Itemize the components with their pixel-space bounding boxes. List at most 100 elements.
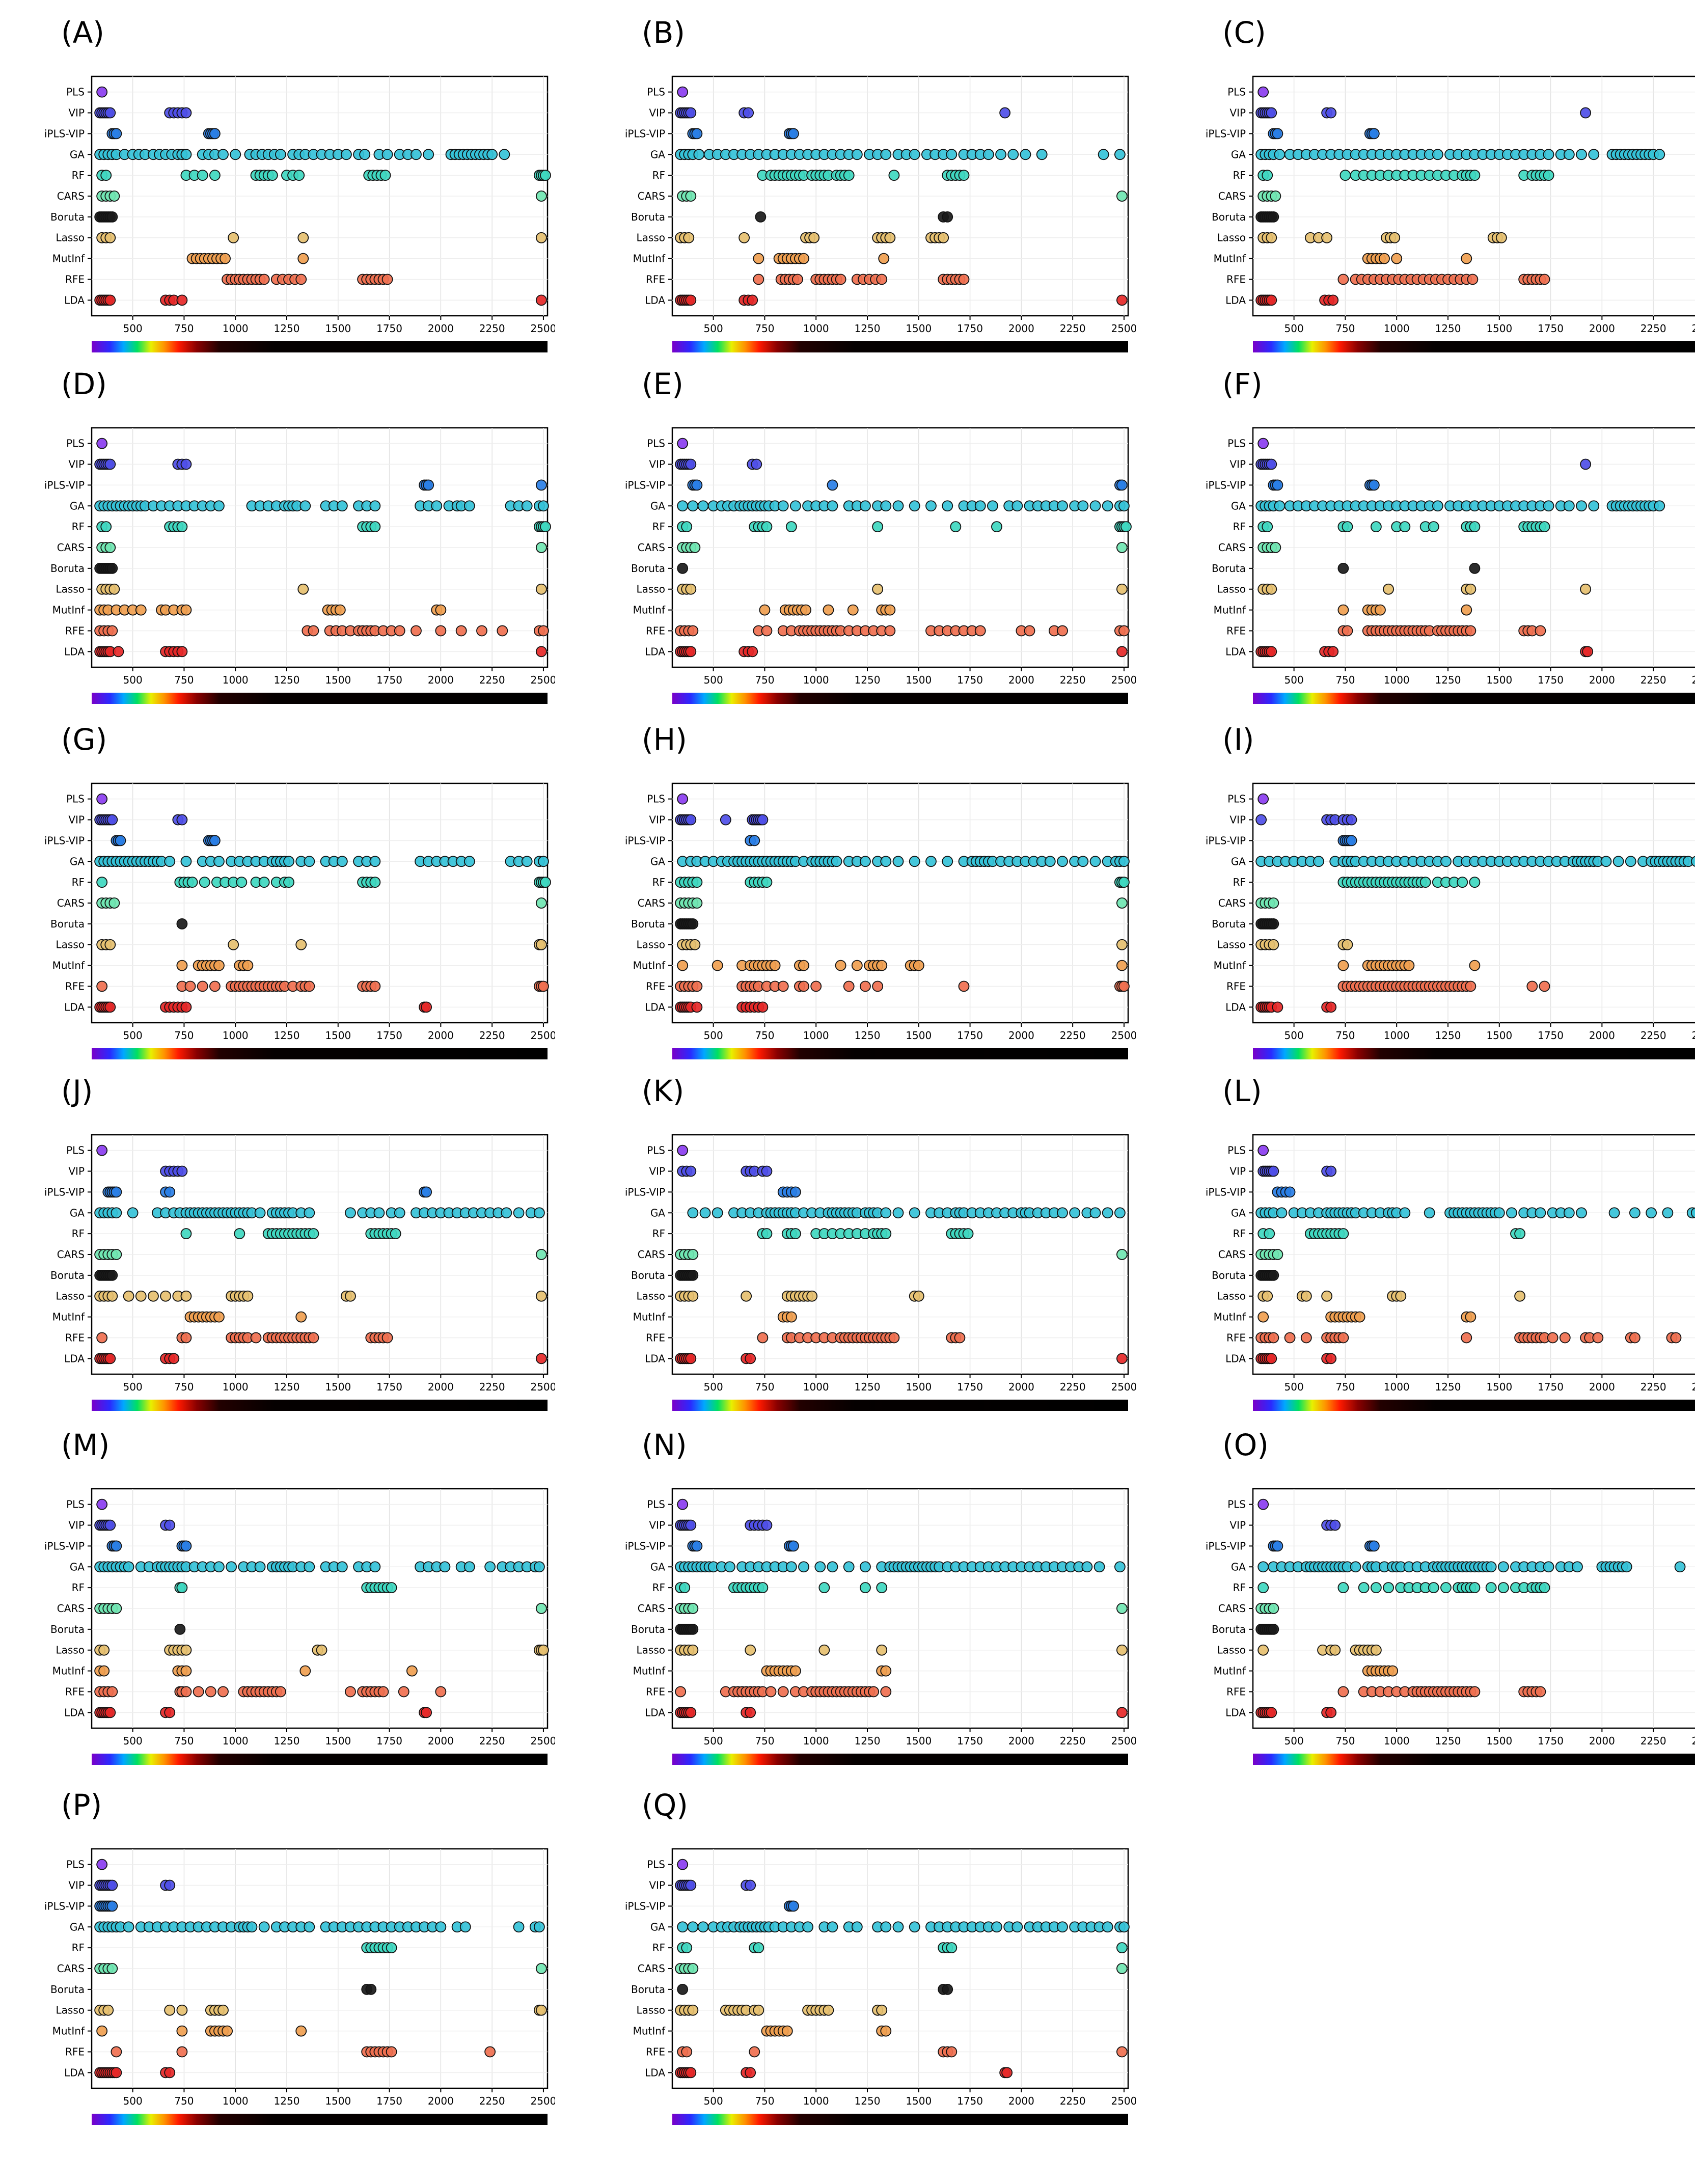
point-boruta [1337,562,1349,574]
point-ipls-vip [106,1900,118,1912]
point-rf [880,1228,892,1240]
point-ga [304,1561,315,1573]
point-ga [1020,149,1031,160]
point-mutinf [759,604,771,616]
y-tick-label: RFE [646,1331,665,1344]
point-ipls-vip [115,835,126,847]
point-rf [180,1228,192,1240]
y-tick-label: PLS [647,1498,665,1511]
y-tick-label: MutInf [52,960,85,972]
point-ga [254,1561,266,1573]
point-vip [743,107,754,119]
y-tick-label: Boruta [50,1269,85,1281]
point-ga [1432,500,1443,512]
point-ga [164,856,176,867]
x-tick-label: 2500 [1691,1381,1695,1393]
y-tick-label: RFE [646,624,665,637]
x-tick-label: 2250 [1060,1029,1086,1042]
point-lda [111,2067,122,2079]
point-boruta [677,562,689,574]
scatter-chart: 500 750 1000 1250 1500 1750 2000 2250 2500 PLS VIP… [625,1848,1136,2134]
point-rf [681,521,693,533]
point-rf [186,877,198,888]
point-boruta [106,562,118,574]
y-tick-label: Lasso [1217,232,1246,244]
x-tick-label: 1750 [376,2095,402,2107]
point-lda [104,1001,116,1013]
point-ga [435,1921,447,1933]
point-ipls-vip [691,1540,703,1552]
point-vip [164,1519,176,1531]
point-ga [1102,500,1113,512]
point-rfe [872,980,884,992]
x-tick-label: 2000 [1008,322,1034,335]
point-rfe [757,1332,769,1344]
point-vip [1266,458,1277,470]
point-ga [1576,149,1587,160]
point-boruta [1268,1269,1279,1281]
point-lda [536,1353,547,1364]
point-ga [299,500,311,512]
panel-label: (H) [642,722,687,757]
x-tick-label: 750 [174,1381,194,1393]
point-ga [1057,856,1068,867]
point-cars [687,1603,699,1614]
point-ga [1257,1561,1269,1573]
y-tick-label: MutInf [52,604,85,616]
point-mutinf [135,604,147,616]
point-ipls-vip [787,128,799,140]
point-rf [1469,170,1481,181]
y-tick-label: VIP [649,1165,665,1178]
point-rfe [345,1686,356,1698]
y-tick-label: Boruta [1212,918,1246,930]
x-tick-label: 500 [704,2095,723,2107]
point-lasso [876,2004,888,2016]
y-tick-label: CARS [638,897,665,909]
y-tick-label: LDA [645,1001,665,1013]
y-tick-label: CARS [638,1962,665,1975]
x-tick-label: 500 [1284,1381,1304,1393]
point-rfe [1284,1332,1296,1344]
point-rf [1262,170,1273,181]
y-tick-label: LDA [645,2066,665,2079]
y-tick-label: VIP [1229,1165,1246,1178]
point-ga [1313,856,1324,867]
point-lasso [683,232,695,243]
y-tick-label: MutInf [633,604,666,616]
x-tick-label: 2500 [530,1735,555,1747]
x-tick-label: 1750 [1538,1381,1564,1393]
point-ga [1654,500,1665,512]
point-lasso [872,583,884,595]
x-tick-label: 1500 [325,1381,351,1393]
y-tick-label: LDA [1225,1352,1246,1364]
point-pls [96,438,108,449]
point-ga [851,1921,863,1933]
y-tick-label: LDA [1225,1001,1246,1013]
point-ipls-vip [789,1186,801,1198]
x-tick-label: 2500 [1111,674,1136,686]
x-tick-label: 1000 [1384,1029,1410,1042]
x-tick-label: 500 [1284,322,1304,335]
point-vip [1255,814,1267,826]
x-tick-label: 2250 [479,1029,505,1042]
x-axis-label: Wavelenth (nm) [262,711,376,713]
point-ga [1007,149,1019,160]
point-mutinf [297,253,309,264]
y-tick-label: Boruta [50,211,85,223]
y-tick-label: RFE [1226,980,1246,992]
point-mutinf [1403,960,1415,971]
point-lasso [818,1644,830,1656]
point-rf [1469,1582,1481,1594]
point-rfe [96,980,108,992]
point-rfe [193,1686,204,1698]
x-tick-label: 1250 [855,1381,881,1393]
point-lda [685,294,697,306]
point-mutinf [847,604,859,616]
point-ga [423,149,434,160]
point-vip [685,1519,697,1531]
panel-o: (O) 500 750 1000 1250 1500 1750 2000 2250 2500 PLS… [1182,1417,1695,1774]
y-tick-label: LDA [64,1001,85,1013]
point-ga [1506,1207,1517,1219]
panel-d: (D) 500 750 1000 1250 1500 1750 2000 2250 2500 PLS… [20,357,555,713]
